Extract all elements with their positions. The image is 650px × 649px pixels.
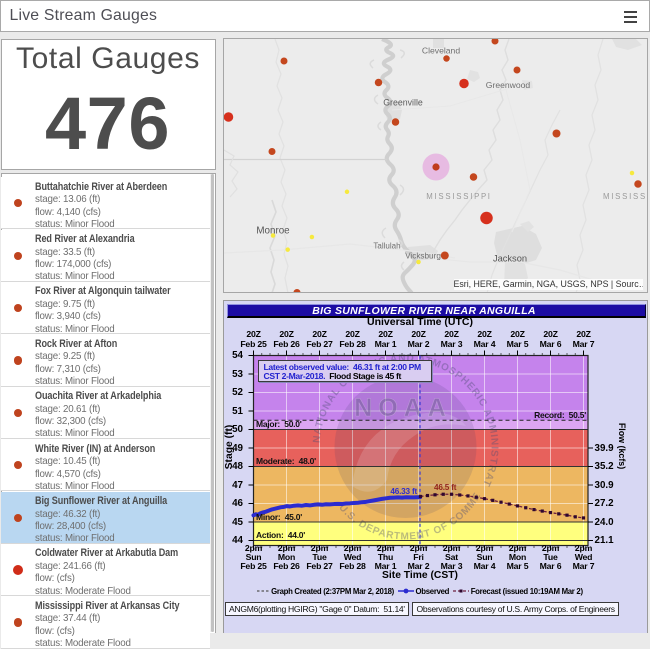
- svg-text:Tallulah: Tallulah: [373, 242, 400, 251]
- svg-text:Greenwood: Greenwood: [486, 80, 531, 90]
- svg-text:NOAA: NOAA: [354, 394, 452, 422]
- svg-text:Jackson: Jackson: [493, 254, 527, 264]
- svg-text:M I S S I S S: M I S S I S S: [603, 192, 645, 201]
- svg-text:Cleveland: Cleveland: [422, 46, 460, 56]
- svg-text:M I S S I S S I P P I: M I S S I S S I P P I: [426, 192, 490, 201]
- svg-text:Monroe: Monroe: [256, 226, 290, 237]
- svg-text:Vicksburg: Vicksburg: [405, 252, 441, 261]
- svg-text:Greenville: Greenville: [383, 98, 423, 108]
